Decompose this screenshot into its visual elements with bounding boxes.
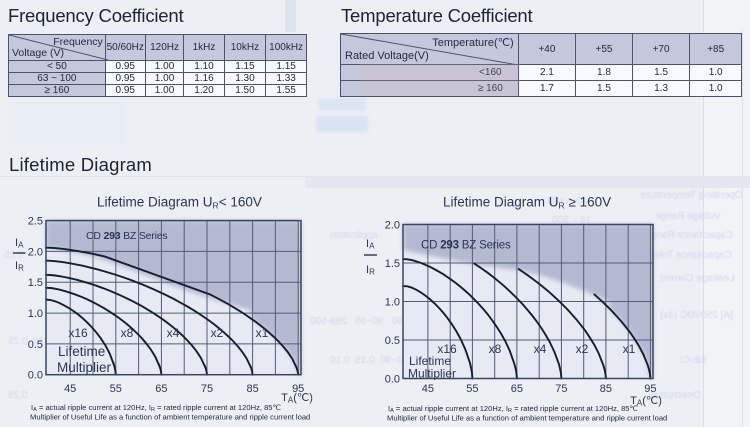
svg-text:0.0: 0.0: [28, 370, 43, 382]
svg-text:0.0: 0.0: [385, 374, 400, 386]
svg-text:x8: x8: [121, 326, 134, 340]
svg-text:65: 65: [155, 383, 167, 395]
svg-text:Lifetime Diagram UR< 160V: Lifetime Diagram UR< 160V: [97, 195, 262, 211]
svg-text:55: 55: [110, 383, 122, 395]
svg-text:x16: x16: [437, 342, 457, 356]
svg-text:x4: x4: [534, 342, 547, 356]
svg-text:45: 45: [422, 383, 434, 395]
svg-text:TA(℃): TA(℃): [281, 392, 313, 405]
svg-text:IA = actual ripple current at: IA = actual ripple current at 120Hz, IR …: [388, 404, 639, 414]
svg-text:95: 95: [644, 383, 656, 395]
svg-text:x4: x4: [167, 326, 180, 340]
svg-text:75: 75: [555, 383, 567, 395]
svg-text:Multiplier of Useful Life as a: Multiplier of Useful Life as a function …: [30, 413, 310, 422]
svg-text:x2: x2: [576, 342, 589, 356]
svg-text:1.0: 1.0: [385, 297, 400, 309]
svg-text:65: 65: [511, 383, 523, 395]
svg-text:0.5: 0.5: [28, 339, 43, 351]
svg-text:IA: IA: [15, 237, 24, 250]
svg-text:0.5: 0.5: [385, 335, 400, 347]
svg-text:1.5: 1.5: [28, 277, 43, 289]
svg-text:2.0: 2.0: [385, 220, 400, 232]
svg-text:Multiplier of Useful Life as a: Multiplier of Useful Life as a function …: [387, 414, 667, 423]
svg-text:85: 85: [600, 383, 612, 395]
svg-text:TA(℃): TA(℃): [630, 395, 662, 408]
svg-text:IA = actual ripple current at: IA = actual ripple current at 120Hz, IR …: [31, 403, 282, 413]
svg-text:Multiplier: Multiplier: [408, 367, 456, 381]
svg-text:IR: IR: [15, 260, 24, 273]
svg-text:x2: x2: [211, 326, 224, 340]
svg-text:55: 55: [466, 383, 478, 395]
svg-text:IA: IA: [366, 238, 375, 251]
svg-text:85: 85: [246, 383, 258, 395]
svg-text:2.5: 2.5: [28, 216, 43, 228]
svg-text:Lifetime: Lifetime: [409, 354, 451, 368]
svg-text:Lifetime: Lifetime: [58, 344, 105, 359]
svg-text:x1: x1: [623, 342, 636, 356]
svg-text:1.5: 1.5: [385, 258, 400, 270]
svg-text:Multiplier: Multiplier: [57, 360, 112, 375]
svg-text:Lifetime Diagram UR ≥ 160V: Lifetime Diagram UR ≥ 160V: [443, 195, 611, 211]
svg-text:IR: IR: [366, 264, 375, 277]
svg-text:75: 75: [201, 383, 213, 395]
svg-text:CD 293 BZ Series: CD 293 BZ Series: [421, 240, 511, 252]
svg-text:x16: x16: [68, 326, 88, 340]
svg-text:x1: x1: [256, 326, 269, 340]
svg-text:45: 45: [64, 383, 76, 395]
svg-text:x8: x8: [489, 342, 502, 356]
svg-text:CD 293 BZ Series: CD 293 BZ Series: [86, 230, 167, 242]
svg-text:95: 95: [292, 383, 304, 395]
svg-text:2.0: 2.0: [28, 246, 43, 258]
svg-text:1.0: 1.0: [28, 308, 43, 320]
